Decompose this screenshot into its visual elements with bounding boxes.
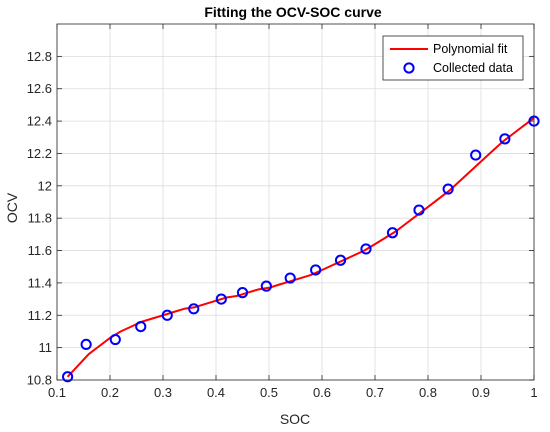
y-tick-label: 12.6 bbox=[27, 81, 52, 96]
data-point bbox=[334, 254, 347, 266]
y-tick-label: 11 bbox=[39, 340, 53, 355]
data-point bbox=[413, 204, 425, 216]
polynomial-fit-series bbox=[66, 117, 535, 378]
x-tick-label: 0.7 bbox=[366, 385, 384, 400]
data-point bbox=[310, 264, 322, 276]
legend-label-collected-data: Collected data bbox=[433, 61, 513, 75]
legend-marker-swatch bbox=[403, 62, 415, 74]
chart-title: Fitting the OCV-SOC curve bbox=[204, 4, 382, 20]
y-tick-label: 12 bbox=[38, 178, 52, 193]
y-tick-label: 12.2 bbox=[27, 146, 52, 161]
x-tick-label: 0.5 bbox=[260, 385, 278, 400]
data-point bbox=[62, 371, 74, 383]
data-point bbox=[360, 243, 372, 255]
y-tick-label: 12.4 bbox=[27, 114, 52, 129]
polynomial-fit-line bbox=[66, 117, 535, 378]
y-tick-label: 12.8 bbox=[27, 49, 52, 64]
data-point bbox=[470, 149, 482, 161]
x-axis-label: SOC bbox=[280, 411, 310, 427]
data-point bbox=[161, 309, 173, 321]
legend-label-polynomial-fit: Polynomial fit bbox=[433, 42, 508, 56]
y-tick-label: 11.2 bbox=[28, 308, 52, 323]
x-tick-label: 0.4 bbox=[207, 385, 225, 400]
x-tick-label: 0.8 bbox=[419, 385, 437, 400]
plot-area bbox=[57, 24, 534, 380]
y-tick-label: 11.8 bbox=[28, 211, 52, 226]
plot-frame bbox=[56, 23, 535, 381]
data-point bbox=[109, 333, 121, 346]
y-tick-label: 11.4 bbox=[28, 275, 52, 290]
data-point bbox=[260, 280, 272, 292]
y-axis-ticks: 10.8 11 11.2 11.4 11.6 11.8 12 12.2 12.4 12.6 12.8 bbox=[27, 49, 534, 388]
x-tick-label: 0.9 bbox=[472, 385, 490, 400]
data-point bbox=[80, 338, 92, 350]
data-point bbox=[386, 227, 399, 239]
data-point bbox=[442, 183, 454, 195]
y-tick-label: 10.8 bbox=[27, 373, 52, 388]
data-point bbox=[188, 303, 200, 315]
x-tick-label: 0.2 bbox=[101, 385, 119, 400]
y-axis-label: OCV bbox=[4, 192, 20, 223]
data-point bbox=[215, 293, 227, 305]
x-tick-label: 0.1 bbox=[48, 385, 66, 400]
x-axis-ticks: 0.1 0.2 0.3 0.4 0.5 0.6 0.7 0.8 0.9 1 bbox=[48, 24, 538, 400]
x-tick-label: 0.6 bbox=[313, 385, 331, 400]
data-point bbox=[499, 133, 511, 145]
x-tick-label: 0.3 bbox=[154, 385, 172, 400]
x-tick-label: 1 bbox=[530, 385, 537, 400]
data-point bbox=[284, 272, 296, 284]
data-point bbox=[135, 321, 147, 333]
collected-data-series bbox=[62, 115, 540, 383]
legend: Polynomial fit Collected data bbox=[382, 35, 524, 81]
y-tick-label: 11.6 bbox=[28, 243, 52, 258]
data-point bbox=[236, 287, 249, 299]
